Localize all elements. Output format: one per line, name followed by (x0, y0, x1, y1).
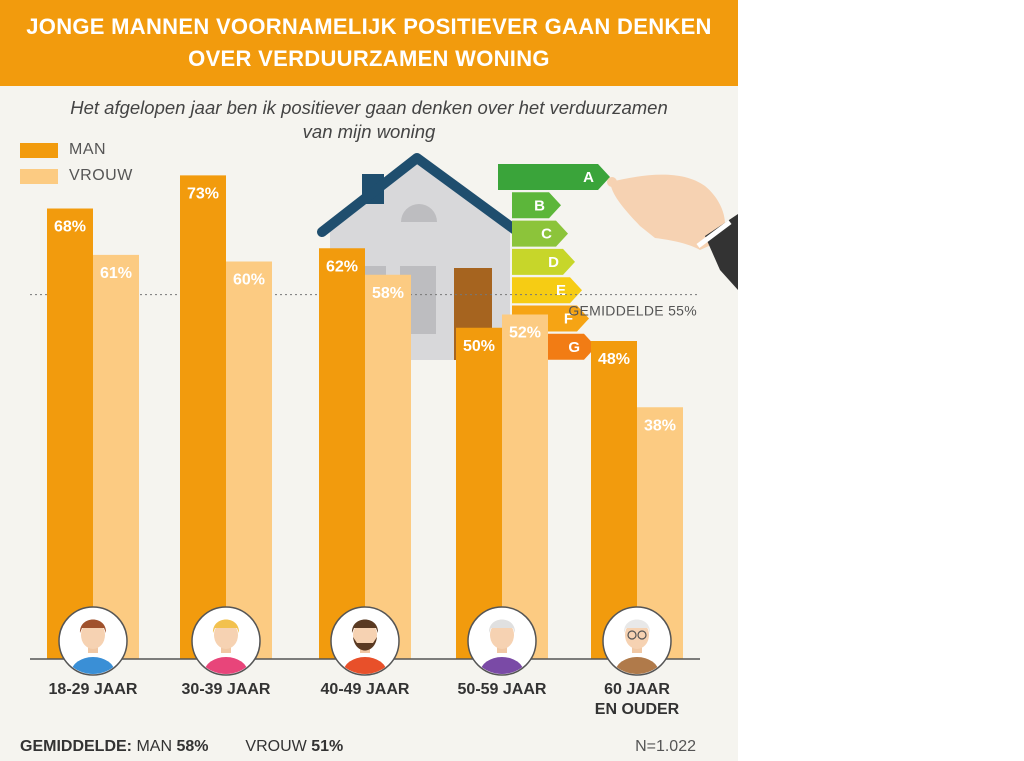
bar-man-5 (591, 341, 637, 659)
bar-value-label: 50% (463, 338, 495, 355)
energy-letter-c: C (541, 226, 552, 243)
pointing-hand-icon (607, 174, 738, 290)
energy-letter-f: F (564, 311, 573, 328)
avatar-4 (467, 606, 537, 676)
category-label: 50-59 JAAR (458, 681, 547, 698)
bar-value-label: 52% (509, 325, 541, 342)
footer-man-value: 58% (176, 738, 209, 755)
energy-letter-b: B (534, 197, 545, 214)
average-reference-label: GEMIDDELDE 55% (568, 303, 697, 319)
energy-arrow-c (512, 220, 568, 247)
bar-value-label: 61% (100, 265, 132, 282)
category-label: 30-39 JAAR (182, 681, 271, 698)
category-label: 60 JAAR (604, 681, 670, 698)
bar-value-label: 38% (644, 417, 676, 434)
title-line-2: OVER VERDUURZAMEN WONING (188, 46, 550, 71)
bar-value-label: 48% (598, 351, 630, 368)
avatar-5 (602, 606, 672, 676)
footer-vrouw-label: VROUW (245, 738, 307, 755)
energy-arrow-a (498, 164, 610, 190)
footer-vrouw-value: 51% (311, 738, 344, 755)
bar-value-label: 60% (233, 272, 265, 289)
bar-value-label: 62% (326, 258, 358, 275)
title-line-1: JONGE MANNEN VOORNAMELIJK POSITIEVER GAA… (26, 14, 712, 39)
bar-vrouw-2 (226, 261, 272, 659)
bar-value-label: 68% (54, 219, 86, 236)
avatar-2 (191, 606, 261, 676)
bar-value-label: 58% (372, 285, 404, 302)
subtitle-line-2: van mijn woning (302, 121, 436, 142)
bar-value-label: 73% (187, 185, 219, 202)
footer-average: GEMIDDELDE: MAN 58% VROUW 51% (20, 738, 343, 756)
energy-letter-g: G (568, 339, 580, 356)
title-banner: JONGE MANNEN VOORNAMELIJK POSITIEVER GAA… (0, 0, 738, 86)
legend-label-vrouw: VROUW (69, 167, 133, 184)
bar-man-3 (319, 248, 365, 659)
category-label: 40-49 JAAR (321, 681, 410, 698)
bar-man-4 (456, 327, 502, 659)
bar-man-2 (180, 175, 226, 659)
bar-vrouw-1 (93, 254, 139, 659)
energy-letter-e: E (556, 282, 566, 299)
energy-arrow-b (512, 192, 561, 219)
legend-swatch-man (20, 143, 58, 158)
bar-vrouw-3 (365, 274, 411, 659)
footer-man-label: MAN (136, 738, 173, 755)
category-label: 18-29 JAAR (49, 681, 138, 698)
bar-vrouw-4 (502, 314, 548, 659)
category-label: EN OUDER (595, 701, 680, 718)
energy-arrow-e (512, 277, 582, 304)
subtitle-line-1: Het afgelopen jaar ben ik positiever gaa… (70, 97, 668, 118)
sample-size: N=1.022 (635, 738, 696, 755)
avatar-3 (330, 606, 400, 676)
footer-average-label: GEMIDDELDE: (20, 738, 132, 755)
energy-arrow-d (512, 248, 575, 275)
bar-man-1 (47, 208, 93, 659)
energy-letter-d: D (548, 254, 559, 271)
energy-letter-a: A (583, 169, 594, 186)
legend-swatch-vrouw (20, 169, 58, 184)
avatar-1 (58, 606, 128, 676)
legend-label-man: MAN (69, 141, 107, 158)
